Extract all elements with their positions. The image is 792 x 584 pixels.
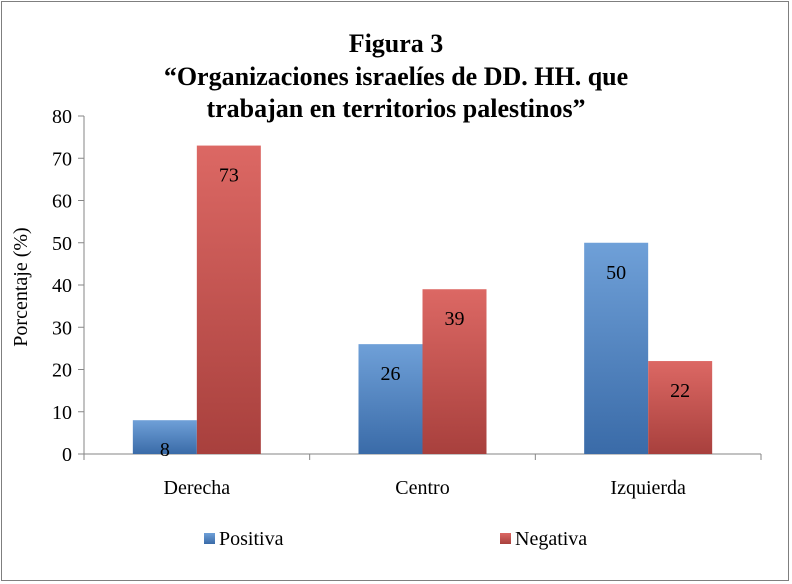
legend-label: Negativa [515,528,587,550]
data-labels: 8 73 26 39 50 22 [160,165,690,462]
data-label: 50 [606,262,626,284]
bars [132,145,713,454]
bar-positiva-izquierda [584,242,649,454]
bar-negativa-derecha [196,145,261,454]
x-tick-label: Centro [395,477,449,499]
chart-title-line: “Organizaciones israelíes de DD. HH. que [164,62,628,91]
legend-swatch [500,533,511,544]
legend: Positiva Negativa [204,528,587,550]
legend-item-negativa: Negativa [500,528,587,550]
legend-swatch [204,533,215,544]
data-label: 22 [670,380,690,402]
chart-title-line: trabajan en territorios palestinos” [206,94,585,123]
y-axis-label: Porcentaje (%) [10,227,32,346]
y-tick-label: 80 [52,106,72,128]
y-tick-label: 60 [52,191,72,213]
bar-positiva-derecha [132,420,197,454]
y-tick-label: 70 [52,148,72,170]
chart-title-line: Figura 3 [349,29,444,58]
data-label: 39 [445,308,465,330]
x-axis: Derecha Centro Izquierda [83,453,762,499]
data-label: 73 [219,165,239,187]
y-tick-label: 40 [52,275,72,297]
y-tick-label: 0 [62,444,72,466]
bar-negativa-izquierda [648,361,713,454]
legend-item-positiva: Positiva [204,528,284,550]
y-tick-label: 30 [52,317,72,339]
data-label: 26 [381,363,401,385]
bar-positiva-centro [358,344,423,454]
chart-title: Figura 3 “Organizaciones israelíes de DD.… [164,29,628,123]
data-label: 8 [160,439,170,461]
bar-negativa-centro [422,289,487,454]
x-tick-label: Derecha [164,477,231,499]
y-tick-label: 50 [52,233,72,255]
y-tick-label: 10 [52,402,72,424]
y-axis: 0 10 20 30 40 50 60 70 80 [52,106,85,466]
x-tick-label: Izquierda [610,477,686,499]
y-tick-label: 20 [52,360,72,382]
legend-label: Positiva [219,528,284,550]
